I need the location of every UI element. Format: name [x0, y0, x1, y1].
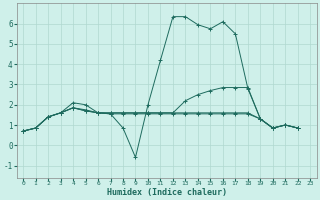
X-axis label: Humidex (Indice chaleur): Humidex (Indice chaleur) — [107, 188, 227, 197]
